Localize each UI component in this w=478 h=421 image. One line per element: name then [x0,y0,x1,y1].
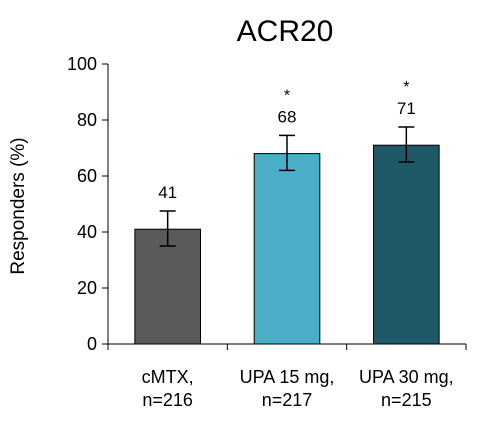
x-tick-label: UPA 30 mg, [359,367,454,387]
x-tick-label: n=216 [142,390,193,410]
chart-title: ACR20 [237,15,334,48]
y-tick-label: 80 [77,110,97,130]
y-tick-label: 60 [77,166,97,186]
significance-marker: * [284,87,290,104]
bar [253,153,321,345]
y-tick-label: 40 [77,222,97,242]
y-tick-label: 20 [77,278,97,298]
significance-marker: * [403,79,409,96]
data-label: 41 [158,183,177,202]
x-tick-label: n=217 [262,390,313,410]
bar [373,144,440,345]
y-axis-label: Responders (%) [8,137,29,274]
bar [134,228,201,345]
data-label: 68 [278,107,297,126]
data-label: 71 [397,99,416,118]
y-tick-label: 100 [67,54,97,74]
plot-area: 0 20 40 60 80 100 41 cMTX, n=216 68 * UPA 15 mg, n=2… [67,54,467,410]
x-tick-label: n=215 [381,390,432,410]
x-tick-label: cMTX, [142,367,194,387]
x-tick-label: UPA 15 mg, [240,367,335,387]
y-tick-label: 0 [87,334,97,354]
